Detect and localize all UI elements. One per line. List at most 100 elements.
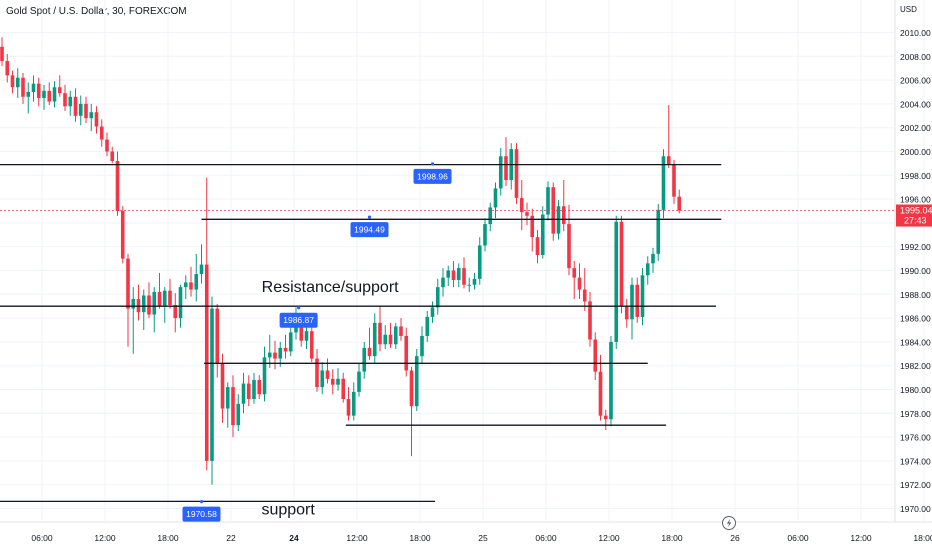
- price-labels[interactable]: 1998.96 1994.49 1986.87 1970.58: [182, 162, 452, 522]
- candle-body: [472, 278, 477, 285]
- candle-body: [57, 87, 62, 94]
- price-tick-label: 1986.00: [900, 314, 931, 324]
- candle-body: [252, 379, 256, 400]
- current-price-box: [896, 204, 932, 227]
- candle-body: [246, 383, 251, 400]
- candle-body: [661, 156, 666, 210]
- candle-body: [42, 90, 46, 98]
- time-axis[interactable]: 06:00 12:00 18:00 22 24 12:00 18:00 25 06:00 12:0…: [31, 533, 932, 543]
- candle-body: [152, 291, 157, 315]
- candle-body: [173, 305, 178, 319]
- candle-body: [26, 92, 31, 97]
- candle-body: [593, 339, 598, 372]
- current-price-value: 1995.04: [900, 206, 932, 216]
- candle-body: [210, 308, 214, 461]
- candle-body: [498, 156, 503, 189]
- candle-body: [257, 379, 262, 395]
- candle-body: [0, 46, 4, 62]
- candle-body: [162, 290, 167, 307]
- candle-body: [430, 307, 435, 317]
- candle-body: [189, 282, 193, 290]
- candle-body: [199, 264, 204, 275]
- lightning-icon[interactable]: [722, 516, 736, 530]
- current-price-tag: 1995.04 27:43: [896, 204, 932, 227]
- price-tick-label: 2010.00: [900, 28, 931, 38]
- levels[interactable]: [0, 163, 722, 503]
- candle-body: [10, 75, 15, 88]
- price-tick-label: 1972.00: [900, 480, 931, 490]
- candle-body: [672, 164, 676, 197]
- candle-body: [110, 151, 115, 162]
- candle-body: [493, 188, 498, 208]
- candle-body: [346, 399, 351, 416]
- candle-body: [220, 363, 225, 409]
- candle-body: [147, 295, 151, 315]
- price-tick-label: 1978.00: [900, 409, 931, 419]
- time-tick-label: 12:00: [94, 533, 116, 543]
- candle-body: [21, 77, 25, 97]
- time-tick-label: 18:00: [409, 533, 431, 543]
- candle-body: [519, 197, 524, 213]
- candle-body: [567, 224, 571, 269]
- candle-body: [262, 357, 267, 395]
- price-tick-label: 1992.00: [900, 242, 931, 252]
- candle-body: [52, 87, 57, 102]
- candle-body: [178, 287, 183, 319]
- price-label: 1998.96: [413, 168, 452, 184]
- candle-body: [47, 90, 52, 102]
- current-price-countdown: 27:43: [904, 216, 927, 226]
- price-tick-label: 2008.00: [900, 52, 931, 62]
- candle-body: [225, 387, 230, 409]
- candle-body: [530, 215, 535, 238]
- candle-body: [131, 299, 136, 309]
- candle-body: [320, 370, 325, 388]
- candle-body: [462, 268, 466, 285]
- candle-body: [477, 245, 482, 279]
- candle-body: [63, 93, 67, 107]
- candle-body: [288, 332, 293, 352]
- candle-body: [15, 77, 20, 88]
- candle-body: [525, 212, 529, 216]
- candle-body: [31, 83, 36, 92]
- candle-body: [577, 277, 582, 290]
- candle-body: [84, 103, 88, 119]
- price-label-text: 1998.96: [417, 171, 448, 181]
- candle-body: [294, 325, 298, 333]
- candle-body: [36, 83, 41, 98]
- candle-body: [645, 263, 650, 276]
- candle-body: [126, 258, 130, 309]
- candle-body: [357, 371, 361, 392]
- candle-body: [467, 284, 472, 286]
- candle-body: [404, 335, 409, 371]
- candle-body: [393, 326, 398, 345]
- candle-body: [582, 289, 587, 302]
- candle-body: [299, 325, 304, 341]
- price-tick-label: 1974.00: [900, 456, 931, 466]
- candle-body: [231, 387, 235, 426]
- price-tick-label: 1990.00: [900, 266, 931, 276]
- candle-body: [5, 61, 10, 76]
- candle-body: [656, 209, 661, 254]
- candle-body: [388, 334, 393, 345]
- price-label: 1994.49: [350, 222, 389, 238]
- candle-body: [351, 391, 356, 416]
- candle-body: [304, 331, 309, 341]
- candle-body: [451, 270, 456, 281]
- candle-body: [157, 291, 162, 307]
- price-label-anchor: [367, 215, 372, 219]
- price-axis[interactable]: 1970.00 1972.00 1974.00 1976.00 1978.00 1980.…: [900, 28, 931, 514]
- annotations[interactable]: Resistance/support support: [261, 279, 399, 519]
- candle-body: [215, 308, 220, 364]
- candle-body: [488, 207, 493, 225]
- candle-body: [194, 274, 199, 290]
- candle-body: [267, 352, 272, 358]
- candles: [0, 37, 682, 485]
- candle-body: [598, 371, 603, 416]
- time-tick-label: 24: [289, 533, 299, 543]
- time-tick-label: 25: [478, 533, 488, 543]
- candle-body: [619, 221, 624, 307]
- price-label-box: [279, 312, 318, 328]
- candle-body: [378, 322, 382, 345]
- candle-body: [572, 268, 577, 278]
